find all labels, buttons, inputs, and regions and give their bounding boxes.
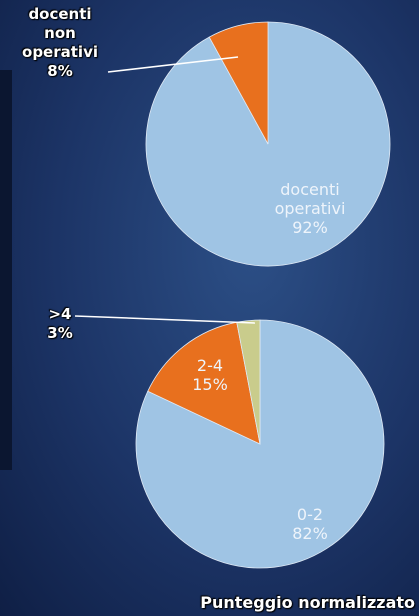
- slice-category: 0-2: [297, 505, 323, 524]
- slice-value-label: 3%: [47, 324, 72, 342]
- leader-line: [75, 316, 255, 323]
- slice-value-label: 15%: [192, 375, 228, 394]
- slice-value-label: 8%: [47, 62, 72, 80]
- page: (() => { const data = JSON.parse(documen…: [0, 0, 419, 616]
- slice-value-label: 82%: [292, 524, 328, 543]
- slice-category: docenti non operativi: [22, 5, 98, 61]
- slice-category: 2-4: [197, 356, 223, 375]
- chart-title: Punteggio normalizzato: [200, 593, 415, 612]
- slice-category: docenti operativi: [275, 180, 346, 218]
- slice-value-label: 92%: [292, 218, 328, 237]
- slice-category: >4: [48, 305, 71, 323]
